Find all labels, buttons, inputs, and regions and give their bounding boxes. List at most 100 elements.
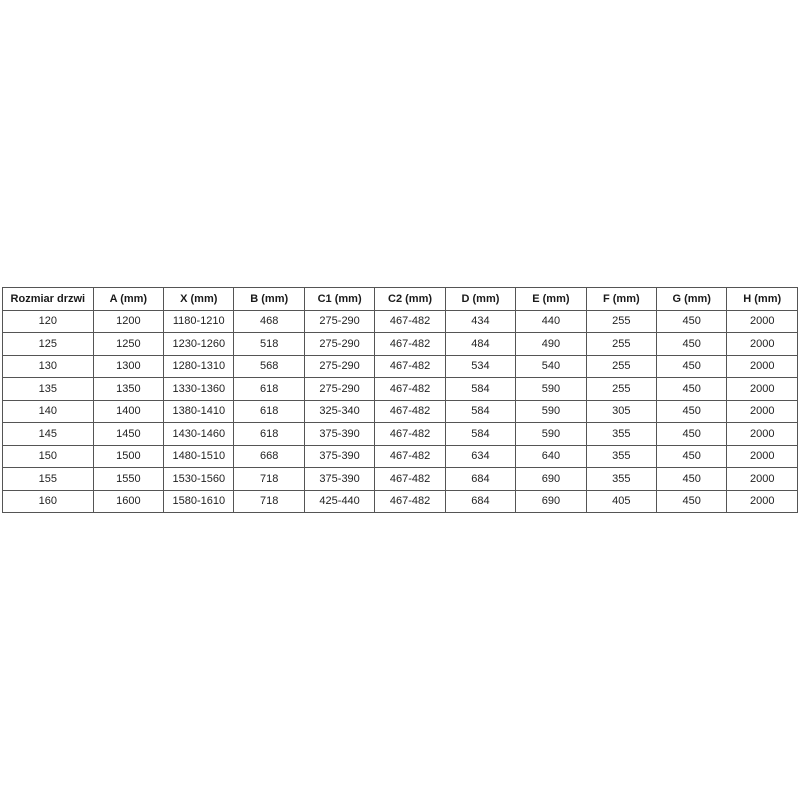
table-cell: 375-390 [303, 467, 376, 491]
dimensions-table-container: Rozmiar drzwi A (mm) X (mm) B (mm) C1 (mm) C2… [2, 287, 798, 513]
table-cell: 467-482 [374, 332, 446, 356]
table-cell: 405 [585, 489, 658, 513]
table-cell: 1530-1560 [163, 467, 235, 491]
table-cell: 467-482 [374, 309, 446, 333]
table-cell: 255 [585, 354, 658, 378]
table-cell: 584 [444, 377, 517, 401]
table-cell: 467-482 [374, 354, 446, 378]
table-cell: 1550 [92, 467, 165, 491]
table-cell: 2000 [726, 422, 798, 446]
table-cell: 355 [585, 444, 658, 468]
table-cell: 468 [233, 309, 305, 333]
table-cell: 275-290 [303, 309, 376, 333]
table-row: 130 1300 1280-1310 568 275-290 467-482 534 540 2… [2, 354, 798, 378]
table-cell: 1230-1260 [163, 332, 235, 356]
table-cell: 518 [233, 332, 305, 356]
table-cell: 618 [233, 422, 305, 446]
table-cell: 450 [656, 444, 728, 468]
table-cell: 450 [656, 399, 728, 423]
table-row: 135 1350 1330-1360 618 275-290 467-482 584 590 2… [2, 377, 798, 401]
table-cell: 1180-1210 [163, 309, 235, 333]
table-cell: 1250 [92, 332, 165, 356]
table-cell: 2000 [726, 467, 798, 491]
table-cell: 1500 [92, 444, 165, 468]
table-cell: 355 [585, 467, 658, 491]
table-cell: 275-290 [303, 332, 376, 356]
column-header: F (mm) [585, 287, 658, 311]
table-cell: 590 [515, 422, 587, 446]
table-cell: 584 [444, 399, 517, 423]
table-cell: 618 [233, 399, 305, 423]
table-cell: 1580-1610 [163, 489, 235, 513]
table-cell: 540 [515, 354, 587, 378]
column-header: D (mm) [444, 287, 517, 311]
table-cell: 467-482 [374, 444, 446, 468]
column-header: G (mm) [656, 287, 728, 311]
table-cell: 450 [656, 377, 728, 401]
table-cell: 150 [2, 444, 94, 468]
table-cell: 375-390 [303, 444, 376, 468]
table-cell: 1300 [92, 354, 165, 378]
table-cell: 568 [233, 354, 305, 378]
column-header: Rozmiar drzwi [2, 287, 94, 311]
table-cell: 450 [656, 422, 728, 446]
table-cell: 2000 [726, 489, 798, 513]
table-cell: 255 [585, 309, 658, 333]
table-cell: 1600 [92, 489, 165, 513]
table-body: 120 1200 1180-1210 468 275-290 467-482 434 440 2… [2, 309, 798, 513]
column-header: C2 (mm) [374, 287, 446, 311]
table-cell: 2000 [726, 332, 798, 356]
table-cell: 634 [444, 444, 517, 468]
table-cell: 160 [2, 489, 94, 513]
table-cell: 1430-1460 [163, 422, 235, 446]
table-cell: 1400 [92, 399, 165, 423]
table-cell: 450 [656, 467, 728, 491]
table-row: 140 1400 1380-1410 618 325-340 467-482 584 590 3… [2, 399, 798, 423]
table-cell: 490 [515, 332, 587, 356]
table-cell: 1280-1310 [163, 354, 235, 378]
table-cell: 450 [656, 332, 728, 356]
table-cell: 305 [585, 399, 658, 423]
table-cell: 450 [656, 309, 728, 333]
table-cell: 467-482 [374, 377, 446, 401]
table-cell: 130 [2, 354, 94, 378]
column-header: B (mm) [233, 287, 305, 311]
table-cell: 120 [2, 309, 94, 333]
table-cell: 718 [233, 489, 305, 513]
table-row: 150 1500 1480-1510 668 375-390 467-482 634 640 3… [2, 444, 798, 468]
table-cell: 584 [444, 422, 517, 446]
table-row: 145 1450 1430-1460 618 375-390 467-482 584 590 3… [2, 422, 798, 446]
table-cell: 355 [585, 422, 658, 446]
table-cell: 2000 [726, 354, 798, 378]
table-cell: 467-482 [374, 467, 446, 491]
column-header: C1 (mm) [303, 287, 376, 311]
table-cell: 1200 [92, 309, 165, 333]
table-cell: 467-482 [374, 422, 446, 446]
header-row: Rozmiar drzwi A (mm) X (mm) B (mm) C1 (mm) C2… [2, 287, 798, 311]
table-cell: 325-340 [303, 399, 376, 423]
column-header: X (mm) [163, 287, 235, 311]
table-cell: 1350 [92, 377, 165, 401]
table-cell: 145 [2, 422, 94, 446]
table-cell: 125 [2, 332, 94, 356]
table-cell: 618 [233, 377, 305, 401]
table-row: 160 1600 1580-1610 718 425-440 467-482 684 690 4… [2, 489, 798, 513]
table-cell: 590 [515, 377, 587, 401]
table-cell: 590 [515, 399, 587, 423]
table-cell: 467-482 [374, 399, 446, 423]
table-cell: 275-290 [303, 377, 376, 401]
table-cell: 690 [515, 467, 587, 491]
table-cell: 450 [656, 489, 728, 513]
table-cell: 135 [2, 377, 94, 401]
column-header: H (mm) [726, 287, 798, 311]
column-header: E (mm) [515, 287, 587, 311]
table-cell: 467-482 [374, 489, 446, 513]
table-cell: 684 [444, 489, 517, 513]
table-cell: 255 [585, 332, 658, 356]
table-cell: 425-440 [303, 489, 376, 513]
table-cell: 718 [233, 467, 305, 491]
table-cell: 440 [515, 309, 587, 333]
table-cell: 690 [515, 489, 587, 513]
table-cell: 155 [2, 467, 94, 491]
table-cell: 640 [515, 444, 587, 468]
